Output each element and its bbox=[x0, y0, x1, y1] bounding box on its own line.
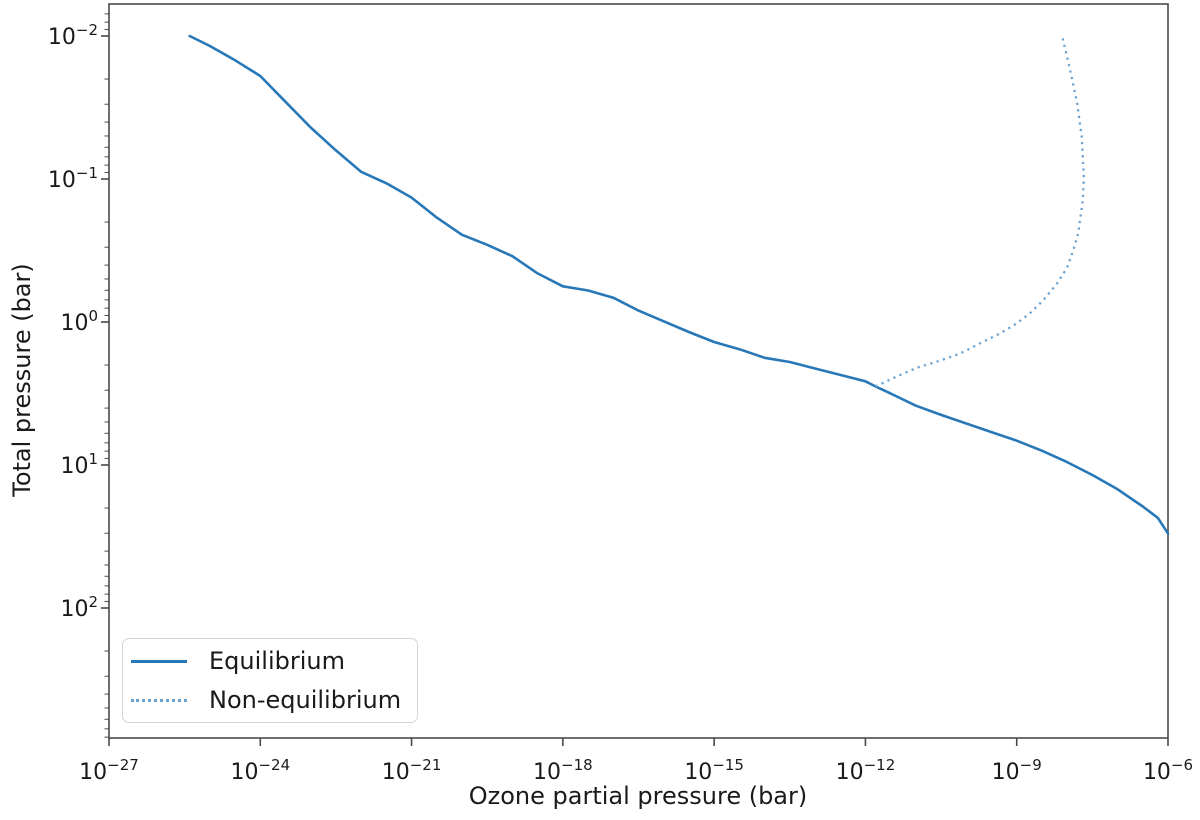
tick-exponent: −15 bbox=[712, 756, 744, 774]
x-tick-label: 10−9 bbox=[992, 756, 1042, 785]
legend-item-equilibrium: Equilibrium bbox=[131, 646, 407, 676]
y-tick-label: 102 bbox=[60, 593, 98, 622]
legend-item-non-equilibrium: Non-equilibrium bbox=[131, 685, 407, 715]
x-tick-label: 10−24 bbox=[230, 756, 290, 785]
legend: Equilibrium Non-equilibrium bbox=[122, 638, 418, 723]
y-tick-label: 100 bbox=[60, 307, 98, 336]
x-tick-label: 10−21 bbox=[382, 756, 442, 785]
y-tick-label: 101 bbox=[60, 450, 98, 479]
y-tick-label: 10−1 bbox=[48, 164, 98, 193]
tick-exponent: 0 bbox=[88, 307, 98, 325]
tick-exponent: 1 bbox=[88, 450, 98, 468]
y-tick-label: 10−2 bbox=[48, 21, 98, 50]
tick-exponent: −9 bbox=[1020, 756, 1042, 774]
tick-exponent: −18 bbox=[561, 756, 593, 774]
tick-exponent: −21 bbox=[410, 756, 442, 774]
x-tick-label: 10−27 bbox=[79, 756, 139, 785]
non-equilibrium-line-sample bbox=[131, 698, 187, 702]
tick-exponent: −1 bbox=[76, 164, 98, 182]
equilibrium-line bbox=[188, 34, 1170, 535]
tick-exponent: −6 bbox=[1171, 756, 1193, 774]
tick-exponent: −2 bbox=[76, 21, 98, 39]
x-tick-label: 10−6 bbox=[1143, 756, 1193, 785]
tick-exponent: 2 bbox=[88, 593, 98, 611]
legend-label-non-equilibrium: Non-equilibrium bbox=[209, 686, 402, 714]
x-tick-label: 10−18 bbox=[533, 756, 593, 785]
plot-frame bbox=[108, 3, 1169, 739]
equilibrium-line-sample bbox=[131, 659, 187, 663]
y-axis-title: Total pressure (bar) bbox=[8, 263, 36, 497]
legend-label-equilibrium: Equilibrium bbox=[209, 647, 345, 675]
x-tick-label: 10−12 bbox=[836, 756, 896, 785]
tick-exponent: −12 bbox=[864, 756, 896, 774]
tick-exponent: −24 bbox=[258, 756, 290, 774]
tick-exponent: −27 bbox=[107, 756, 139, 774]
non-equilibrium-line bbox=[875, 35, 1085, 388]
x-tick-label: 10−15 bbox=[684, 756, 744, 785]
x-axis-title: Ozone partial pressure (bar) bbox=[468, 782, 808, 810]
